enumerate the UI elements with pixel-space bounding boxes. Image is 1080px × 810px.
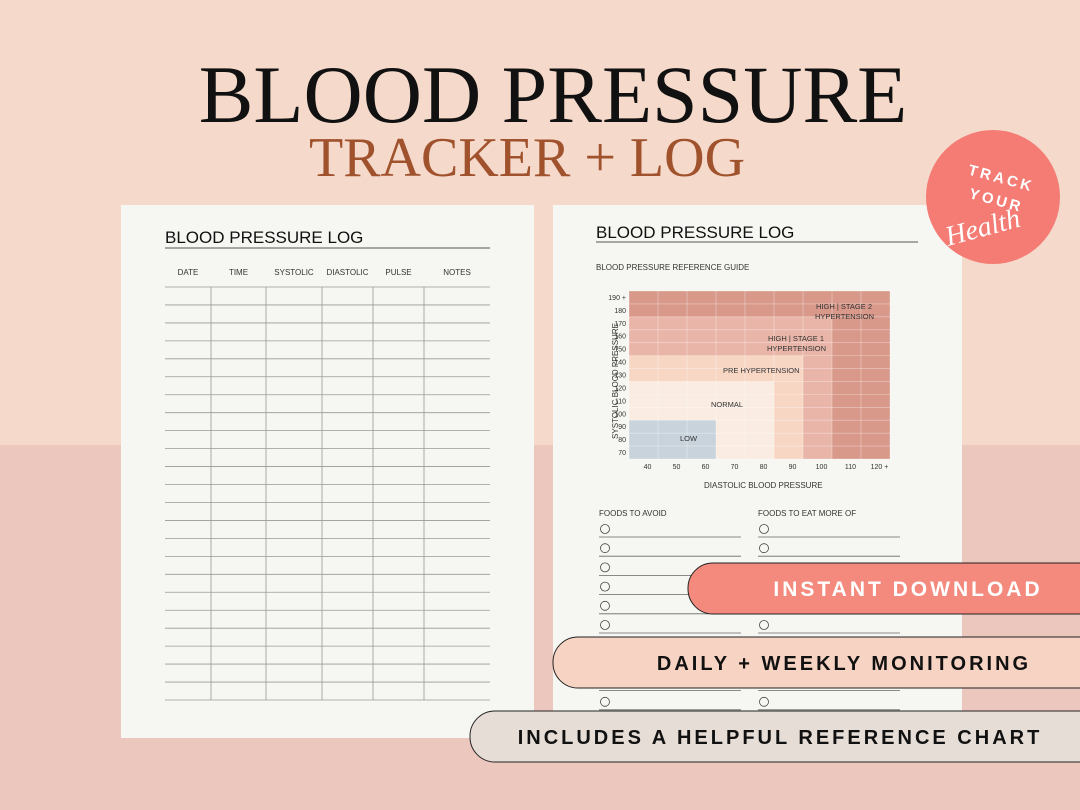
title: BLOOD PRESSURE xyxy=(199,49,908,140)
guide-subtitle: BLOOD PRESSURE REFERENCE GUIDE xyxy=(596,263,749,272)
y-tick-label: 160 xyxy=(614,334,626,341)
x-tick-label: 60 xyxy=(702,464,710,471)
y-tick-label: 110 xyxy=(615,398,626,405)
guide-title: BLOOD PRESSURE LOG xyxy=(596,223,794,242)
y-axis-label: SYSTOLIC BLOOD PRESSURE xyxy=(611,323,620,439)
checkbox xyxy=(759,696,769,707)
banner xyxy=(552,636,1080,689)
x-tick-label: 80 xyxy=(760,464,768,471)
banner-text: DAILY + WEEKLY MONITORING xyxy=(657,653,1031,675)
x-tick-label: 50 xyxy=(673,464,681,471)
x-tick-label: 110 xyxy=(845,464,856,471)
checkbox xyxy=(600,543,610,554)
checkbox xyxy=(600,600,610,611)
y-tick-label: 190 + xyxy=(608,295,626,302)
y-tick-label: 70 xyxy=(618,450,626,457)
banner xyxy=(687,562,1080,615)
x-tick-label: 90 xyxy=(789,464,797,471)
column-header: NOTES xyxy=(443,268,471,277)
y-tick-label: 180 xyxy=(614,308,626,315)
zone-label: LOW xyxy=(680,434,698,443)
y-tick-label: 90 xyxy=(618,424,626,431)
y-tick-label: 80 xyxy=(618,437,626,444)
checkbox xyxy=(759,524,769,534)
x-tick-label: 120 + xyxy=(871,464,889,471)
zone xyxy=(629,420,716,459)
checkbox xyxy=(600,562,610,573)
checkbox xyxy=(600,620,610,630)
badge xyxy=(926,130,1060,264)
banner xyxy=(469,710,1080,763)
zone-label: NORMAL xyxy=(711,400,743,409)
column-header: SYSTOLIC xyxy=(274,268,314,277)
log-title: BLOOD PRESSURE LOG xyxy=(165,228,363,247)
column-header: PULSE xyxy=(385,268,411,277)
column-header: DATE xyxy=(178,268,199,277)
y-tick-label: 150 xyxy=(614,347,626,354)
zone-label: PRE HYPERTENSION xyxy=(723,366,800,375)
column-header: DIASTOLIC xyxy=(326,268,368,277)
zone-label: HIGH | STAGE 1 xyxy=(768,334,824,343)
checkbox xyxy=(600,696,610,707)
y-tick-label: 120 xyxy=(614,385,626,392)
checkbox xyxy=(600,524,610,534)
x-tick-label: 40 xyxy=(644,464,652,471)
foods-avoid: FOODS TO AVOID xyxy=(599,509,667,518)
log-page xyxy=(121,205,534,738)
y-tick-label: 130 xyxy=(614,373,626,380)
column-header: TIME xyxy=(229,268,248,277)
subtitle: TRACKER + LOG xyxy=(309,127,745,189)
zone-label: HYPERTENSION xyxy=(767,344,826,353)
checkbox xyxy=(759,543,769,554)
checkbox xyxy=(600,581,610,592)
x-axis-label: DIASTOLIC BLOOD PRESSURE xyxy=(704,481,823,490)
x-tick-label: 100 xyxy=(816,464,828,471)
y-tick-label: 140 xyxy=(614,360,626,367)
x-tick-label: 70 xyxy=(731,464,739,471)
y-tick-label: 100 xyxy=(614,411,626,418)
zone-label: HIGH | STAGE 2 xyxy=(816,302,872,311)
checkbox xyxy=(759,620,769,630)
zone-label: HYPERTENSION xyxy=(815,312,874,321)
foods-more: FOODS TO EAT MORE OF xyxy=(758,509,856,518)
banner-text: INCLUDES A HELPFUL REFERENCE CHART xyxy=(518,727,1043,749)
y-tick-label: 170 xyxy=(614,321,626,328)
banner-text: INSTANT DOWNLOAD xyxy=(773,578,1042,601)
